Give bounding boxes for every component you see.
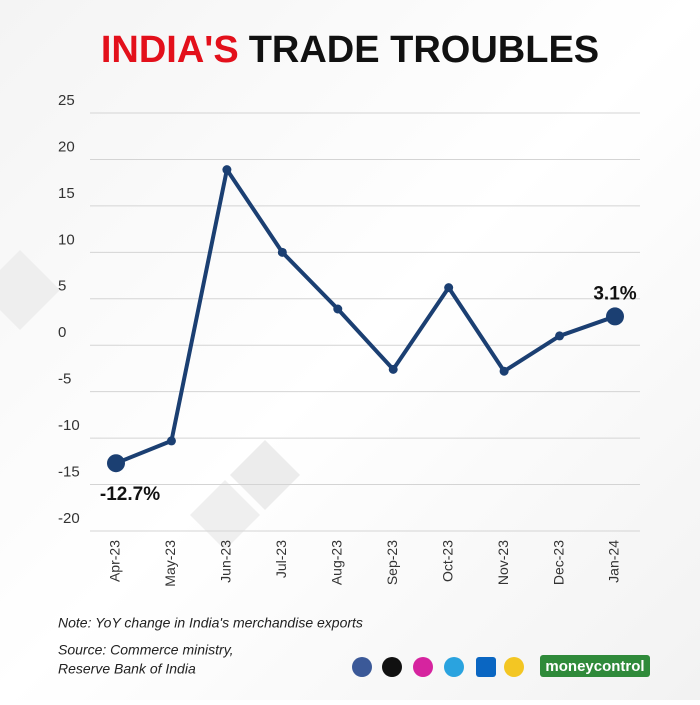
x-tick-label: Dec-23 [550,540,566,585]
x-tick-label: Jun-23 [218,540,234,583]
chart-title: INDIA'S TRADE TROUBLES [101,29,599,71]
y-tick-label: 15 [58,185,75,202]
brand-box [540,655,650,677]
y-tick-label: -20 [58,510,80,527]
source: Reserve Bank of India [58,661,196,677]
icon [444,657,464,677]
point [555,331,565,341]
icon [382,657,402,677]
point [107,454,125,473]
point [222,165,232,175]
data-label: 3.1% [593,283,636,304]
y-tick-label: 20 [58,138,75,155]
y-tick-label: -5 [58,371,71,388]
x-tick-label: Nov-23 [495,540,511,585]
decor [190,480,260,550]
icon [413,657,433,677]
y-tick-label: 0 [58,324,66,341]
x-tick-label: Sep-23 [384,540,400,585]
point [606,307,624,326]
brand: moneycontrol [545,658,644,675]
point [444,283,454,293]
x-tick-label: Aug-23 [328,540,344,585]
y-tick-label: 25 [58,92,75,109]
point [333,304,343,314]
y-tick-label: 5 [58,278,66,295]
x-tick-label: Oct-23 [439,540,455,582]
source: Source: Commerce ministry, [58,642,234,658]
line [115,167,616,466]
x-tick-label: Jul-23 [273,540,289,578]
title-part: TRADE TROUBLES [249,29,599,71]
social-icons [352,657,524,677]
decor [230,440,300,510]
note: Note: YoY change in India's merchandise … [58,615,363,631]
icon [476,657,496,677]
icon [504,657,524,677]
point [166,436,176,446]
y-tick-label: -15 [58,464,80,481]
y-tick-label: -10 [58,417,80,434]
point [277,247,287,257]
y-tick-label: 10 [58,231,75,248]
x-tick-label: May-23 [162,540,178,587]
point [388,364,398,374]
x-tick-label: Jan-24 [606,540,622,583]
x-tick-label: Apr-23 [107,540,123,582]
title-part: INDIA'S [101,29,239,71]
data-label: -12.7% [100,484,160,505]
icon [352,657,372,677]
point [499,366,509,376]
decor [0,250,60,330]
